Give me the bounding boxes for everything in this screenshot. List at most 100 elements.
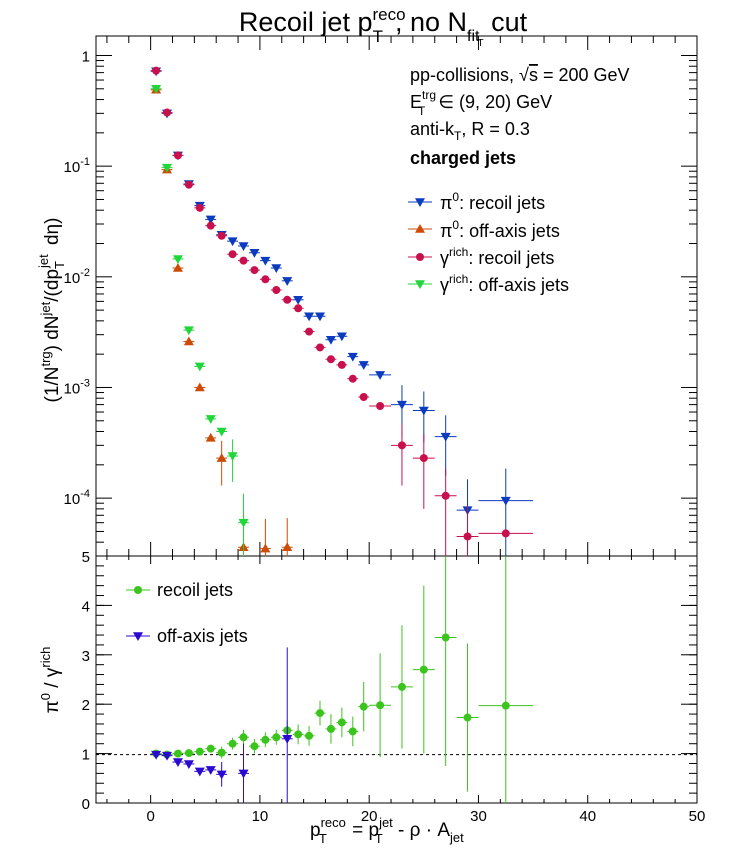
ratio-recoil-point — [217, 748, 226, 757]
pi0-recoil-point — [249, 248, 260, 258]
ratio-recoil-point — [397, 682, 406, 691]
ratio-recoil-point — [316, 709, 325, 718]
annotation-trigger: Etrg T ∈ (9, 20) GeV — [410, 88, 552, 118]
pi0-recoil-point — [238, 242, 249, 251]
gamma-recoil-point — [463, 532, 472, 541]
gamma-recoil-point — [337, 360, 346, 369]
pi0-offaxis-point — [282, 542, 293, 551]
legend-label-ratio-offaxis: off-axis jets — [157, 626, 248, 646]
gamma-offaxis-point — [216, 427, 227, 437]
pi0-recoil-series — [150, 67, 534, 556]
pi0-recoil-point — [315, 312, 326, 322]
ratio-offaxis-series — [150, 647, 293, 803]
gamma-offaxis-point — [151, 85, 162, 94]
gamma-recoil-point — [261, 275, 270, 284]
top-plot-frame — [95, 35, 698, 557]
bottom-plot-frame — [95, 555, 698, 804]
y-tick-label: 0 — [82, 796, 90, 813]
ratio-recoil-point — [463, 713, 472, 722]
ratio-offaxis-point — [194, 767, 205, 777]
ratio-offaxis-point — [183, 760, 194, 769]
pi0-recoil-point — [293, 296, 304, 305]
pi0-recoil-point — [418, 406, 429, 416]
pi0-recoil-point — [304, 312, 315, 322]
ratio-recoil-point — [239, 733, 248, 742]
x-tick-label: 20 — [361, 808, 378, 825]
ratio-offaxis-point — [162, 751, 173, 761]
pi0-recoil-point — [375, 371, 386, 380]
gamma-recoil-point — [173, 151, 182, 160]
gamma-recoil-point — [419, 454, 428, 463]
annotation-charged-jets: charged jets — [410, 148, 516, 168]
pi0-offaxis-point — [216, 453, 227, 462]
pi0-recoil-point — [282, 277, 293, 286]
pi0-recoil-point — [347, 352, 358, 362]
legend-marker-ratio-recoil — [134, 586, 142, 594]
gamma-offaxis-series — [150, 85, 249, 556]
pi0-offaxis-series — [150, 84, 293, 556]
ratio-offaxis-point — [172, 758, 183, 767]
gamma-recoil-point — [283, 295, 292, 304]
gamma-offaxis-point — [194, 362, 205, 372]
legend-marker-pi0-recoil — [415, 198, 425, 207]
legend-marker-pi0-offaxis — [415, 224, 425, 233]
ratio-recoil-point — [348, 727, 357, 736]
pi0-recoil-point — [500, 496, 511, 506]
gamma-recoil-point — [397, 441, 406, 450]
ratio-offaxis-point — [282, 735, 293, 744]
x-tick-label: 30 — [470, 808, 487, 825]
y-tick-label: 3 — [82, 648, 90, 665]
gamma-recoil-point — [206, 221, 215, 230]
gamma-recoil-series — [150, 66, 534, 556]
pi0-recoil-point — [227, 237, 238, 247]
gamma-recoil-point — [316, 343, 325, 352]
y-tick-label: 10-3 — [64, 377, 90, 397]
gamma-recoil-point — [294, 304, 303, 313]
pi0-offaxis-point — [260, 543, 271, 553]
data-marks — [150, 66, 534, 803]
gamma-recoil-point — [163, 108, 172, 117]
gamma-offaxis-point — [227, 452, 238, 462]
ratio-offaxis-point — [216, 770, 227, 780]
ratio-recoil-point — [228, 739, 237, 748]
pi0-offaxis-point — [205, 432, 216, 442]
gamma-recoil-point — [272, 286, 281, 295]
x-tick-label: 0 — [146, 808, 154, 825]
legend-marker-ratio-offaxis — [133, 632, 143, 641]
gamma-offaxis-point — [172, 255, 183, 264]
pi0-recoil-point — [271, 264, 282, 274]
legend-label-ratio-recoil: recoil jets — [157, 580, 233, 600]
pi0-recoil-point — [358, 361, 369, 370]
chart-title: Recoil jet preco T, no NfitT cut — [239, 5, 528, 49]
top-ylabel: (1/Ntrg) dNjet/(dpTjet dη) — [36, 218, 67, 403]
ratio-recoil-point — [359, 702, 368, 711]
pi0-recoil-point — [325, 335, 336, 345]
y-tick-label: 10-2 — [64, 267, 90, 287]
pi0-offaxis-point — [172, 263, 183, 272]
bottom-ylabel: π0 / γrich — [38, 647, 63, 714]
ratio-recoil-point — [419, 665, 428, 674]
x-axis-label: preco T = pjet T - ρ · Ajet — [310, 815, 464, 846]
gamma-recoil-point — [217, 231, 226, 240]
legend-label-gamma-offaxis: γrich: off-axis jets — [440, 272, 569, 295]
legend-marker-gamma-offaxis — [415, 280, 425, 289]
ratio-recoil-point — [184, 749, 193, 758]
gamma-recoil-point — [250, 266, 259, 275]
y-tick-label: 10-1 — [64, 156, 90, 176]
ratio-recoil-point — [305, 731, 314, 740]
pi0-recoil-point — [260, 256, 271, 266]
x-tick-label: 50 — [689, 808, 706, 825]
ratio-recoil-point — [326, 724, 335, 733]
pi0-recoil-point — [336, 332, 347, 342]
y-tick-label: 1 — [82, 48, 90, 65]
legend-label-gamma-recoil: γrich: recoil jets — [440, 245, 554, 268]
pi0-recoil-point — [440, 432, 451, 442]
ratio-offaxis-point — [205, 766, 216, 775]
gamma-recoil-point — [239, 256, 248, 265]
gamma-offaxis-point — [162, 163, 173, 173]
gamma-offaxis-point — [183, 326, 194, 336]
y-tick-label: 4 — [82, 598, 90, 615]
pi0-offaxis-point — [194, 382, 205, 392]
ratio-recoil-point — [272, 733, 281, 742]
